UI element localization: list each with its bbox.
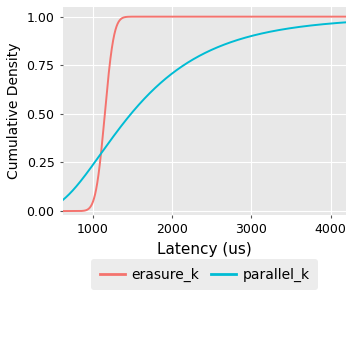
X-axis label: Latency (us): Latency (us) xyxy=(157,242,252,257)
Y-axis label: Cumulative Density: Cumulative Density xyxy=(7,43,21,179)
Legend: erasure_k, parallel_k: erasure_k, parallel_k xyxy=(91,259,318,290)
